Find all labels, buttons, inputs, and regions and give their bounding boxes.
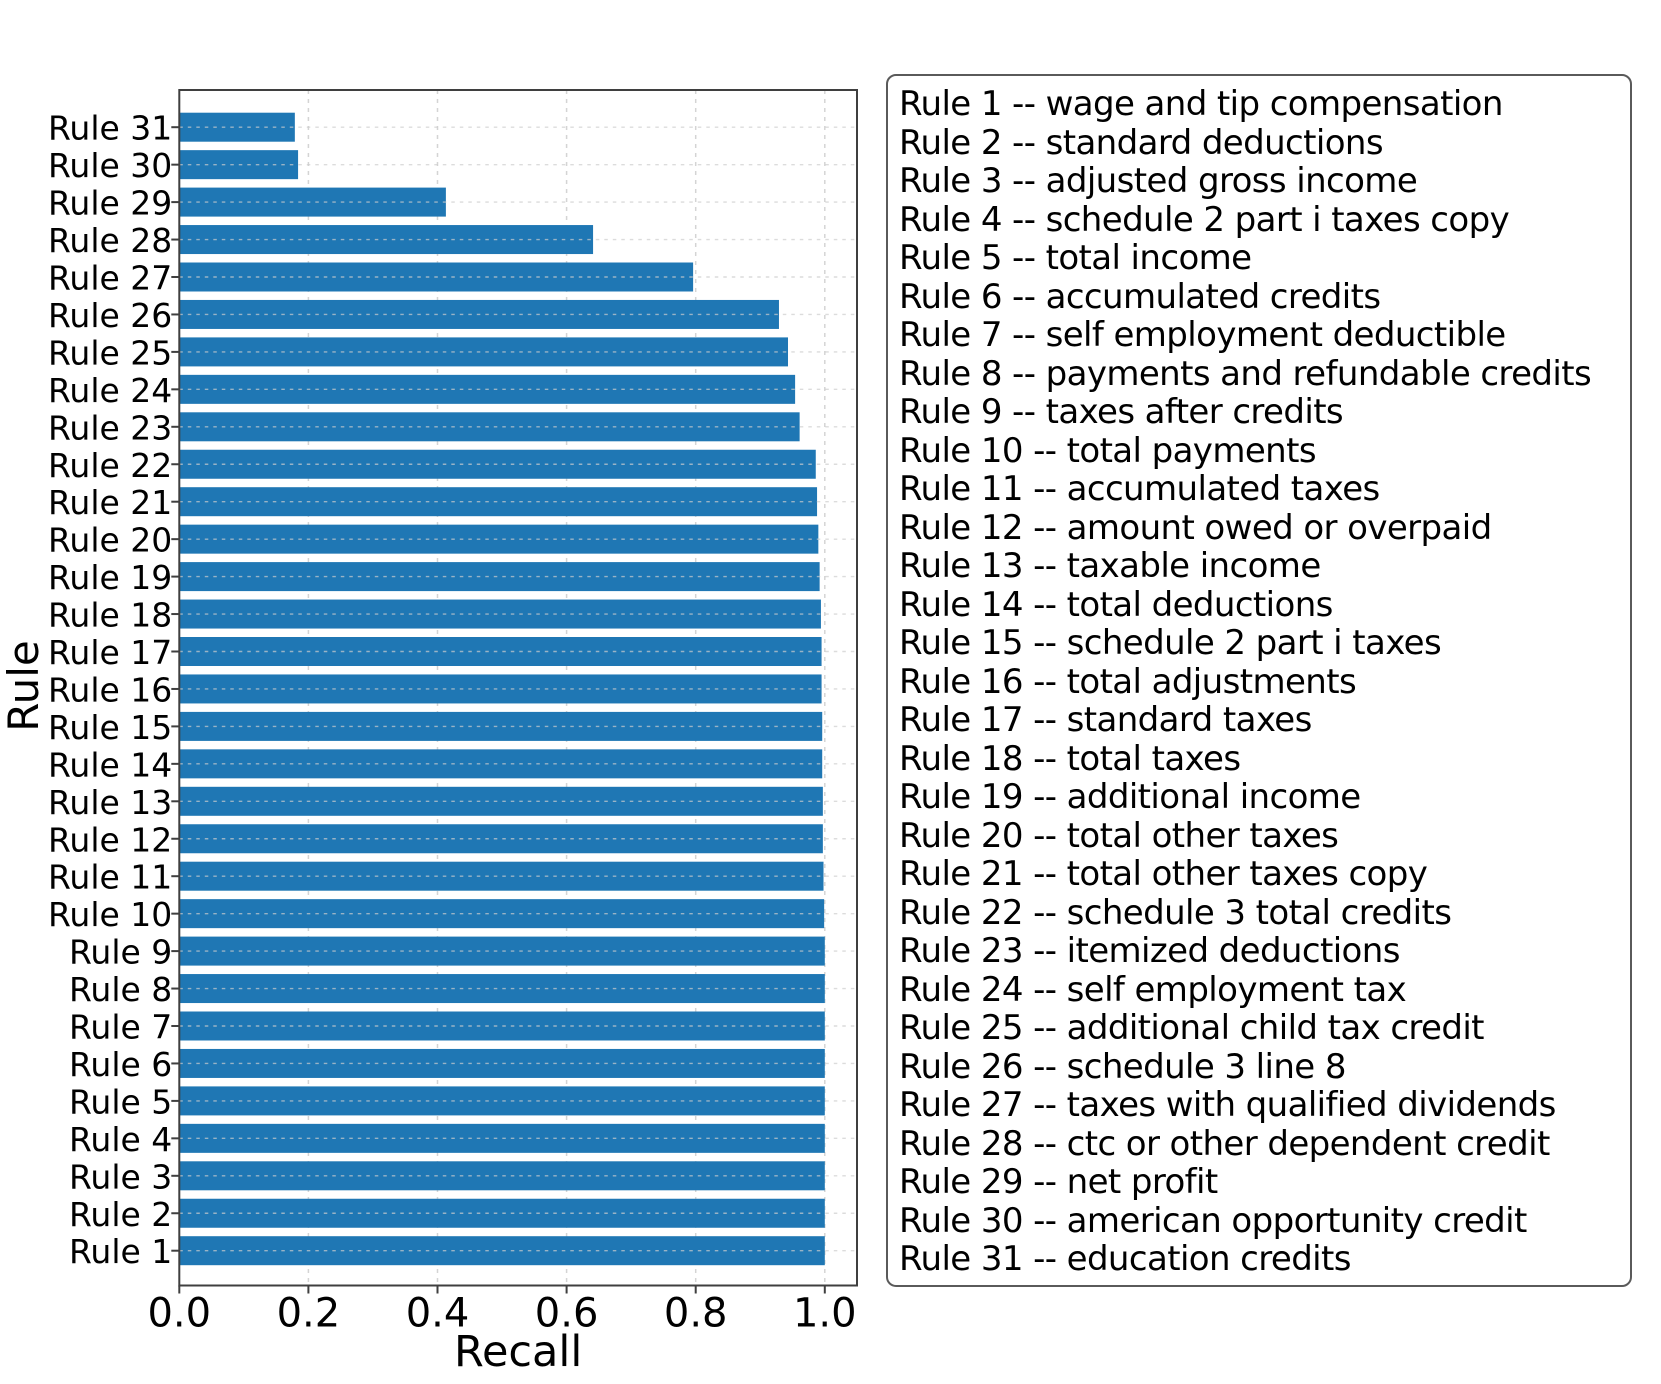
- legend-entry: Rule 8 -- payments and refundable credit…: [899, 353, 1592, 394]
- legend-entry: Rule 7 -- self employment deductible: [899, 315, 1506, 355]
- legend-entry: Rule 13 -- taxable income: [899, 546, 1321, 586]
- legend-entry: Rule 16 -- total adjustments: [899, 661, 1357, 702]
- bar-rule-21: [179, 487, 818, 517]
- legend-entry: Rule 20 -- total other taxes: [899, 815, 1339, 856]
- legend-entry: Rule 2 -- standard deductions: [899, 122, 1384, 163]
- legend-entry: Rule 3 -- adjusted gross income: [899, 161, 1418, 201]
- bar-rule-29: [179, 187, 446, 217]
- y-tick-label: Rule 6: [69, 1045, 172, 1084]
- bar-rule-18: [179, 599, 821, 629]
- bar-rule-19: [179, 562, 820, 592]
- legend-entry: Rule 30 -- american opportunity credit: [899, 1200, 1527, 1241]
- legend-entry: Rule 24 -- self employment tax: [899, 969, 1407, 1010]
- y-tick-label: Rule 31: [48, 109, 172, 148]
- legend-entry: Rule 11 -- accumulated taxes: [899, 469, 1380, 509]
- legend-entry: Rule 5 -- total income: [899, 238, 1252, 278]
- legend-entry: Rule 27 -- taxes with qualified dividend…: [899, 1085, 1556, 1125]
- legend-entry: Rule 17 -- standard taxes: [899, 700, 1312, 740]
- x-tick-label: 0.0: [147, 1290, 211, 1336]
- legend-entry: Rule 4 -- schedule 2 part i taxes copy: [899, 199, 1510, 240]
- x-tick-label: 0.6: [535, 1290, 599, 1336]
- y-tick-label: Rule 13: [48, 783, 172, 822]
- legend-entry: Rule 21 -- total other taxes copy: [899, 854, 1428, 894]
- y-tick-label: Rule 12: [48, 820, 172, 859]
- bar-rule-25: [179, 337, 789, 367]
- y-tick-label: Rule 15: [48, 708, 172, 747]
- y-tick-label: Rule 5: [69, 1082, 172, 1121]
- bar-rule-17: [179, 637, 822, 666]
- x-tick-label: 0.2: [277, 1290, 341, 1336]
- y-axis-label: Rule: [0, 640, 48, 731]
- x-tick-label: 0.4: [406, 1290, 470, 1336]
- y-tick-label: Rule 8: [69, 970, 172, 1009]
- bar-rule-16: [179, 674, 822, 704]
- legend-entry: Rule 26 -- schedule 3 line 8: [899, 1046, 1346, 1087]
- y-tick-label: Rule 2: [69, 1195, 172, 1234]
- legend-entry: Rule 31 -- education credits: [899, 1239, 1351, 1279]
- legend-entry: Rule 18 -- total taxes: [899, 738, 1241, 779]
- y-tick-label: Rule 9: [69, 933, 172, 972]
- y-tick-label: Rule 1: [69, 1232, 172, 1271]
- y-tick-label: Rule 27: [48, 259, 172, 298]
- axis-ticks: [171, 126, 826, 1294]
- legend-entry: Rule 28 -- ctc or other dependent credit: [899, 1123, 1550, 1164]
- legend-entry: Rule 6 -- accumulated credits: [899, 276, 1381, 317]
- y-tick-label: Rule 22: [48, 446, 172, 485]
- x-axis-label: Recall: [454, 1327, 582, 1377]
- legend-entry: Rule 23 -- itemized deductions: [899, 931, 1400, 971]
- bar-rule-20: [179, 524, 819, 554]
- legend-entry: Rule 19 -- additional income: [899, 777, 1361, 817]
- legend-entry: Rule 29 -- net profit: [899, 1162, 1218, 1202]
- legend-entry: Rule 25 -- additional child tax credit: [899, 1008, 1485, 1048]
- x-tick-label: 0.8: [664, 1290, 728, 1336]
- legend-entry: Rule 15 -- schedule 2 part i taxes: [899, 623, 1442, 663]
- legend-entry: Rule 12 -- amount owed or overpaid: [899, 507, 1492, 548]
- plot-frame: [178, 89, 859, 1287]
- legend-entry: Rule 1 -- wage and tip compensation: [899, 84, 1503, 124]
- y-tick-label: Rule 4: [69, 1120, 172, 1159]
- y-tick-label: Rule 26: [48, 296, 172, 335]
- y-tick-label: Rule 24: [48, 371, 172, 410]
- x-tick-label: 1.0: [793, 1290, 857, 1336]
- y-tick-label: Rule 23: [48, 408, 172, 447]
- y-tick-label: Rule 30: [48, 146, 172, 185]
- y-tick-label: Rule 18: [48, 596, 172, 635]
- y-tick-label: Rule 17: [48, 633, 172, 672]
- legend-entry: Rule 10 -- total payments: [899, 430, 1317, 471]
- y-tick-label: Rule 19: [48, 558, 172, 597]
- y-tick-label: Rule 10: [48, 895, 172, 934]
- x-tick-labels: 0.0 0.2 0.4 0.6 0.8 1.0: [147, 1290, 856, 1336]
- y-tick-label: Rule 25: [48, 333, 172, 372]
- legend-entry: Rule 14 -- total deductions: [899, 584, 1333, 625]
- y-gridlines: [179, 126, 857, 1252]
- y-tick-label: Rule 3: [69, 1157, 172, 1196]
- y-tick-label: Rule 11: [48, 858, 172, 897]
- legend-entry: Rule 9 -- taxes after credits: [899, 392, 1344, 432]
- y-tick-label: Rule 7: [69, 1008, 172, 1047]
- y-tick-label: Rule 28: [48, 221, 172, 260]
- rule-legend: Rule 1 -- wage and tip compensation Rule …: [886, 74, 1632, 1287]
- y-tick-label: Rule 14: [48, 745, 172, 784]
- y-tick-label: Rule 20: [48, 521, 172, 560]
- y-tick-label: Rule 21: [48, 483, 172, 522]
- y-tick-label: Rule 29: [48, 184, 172, 223]
- y-tick-label: Rule 16: [48, 670, 172, 709]
- legend-entry: Rule 22 -- schedule 3 total credits: [899, 892, 1452, 933]
